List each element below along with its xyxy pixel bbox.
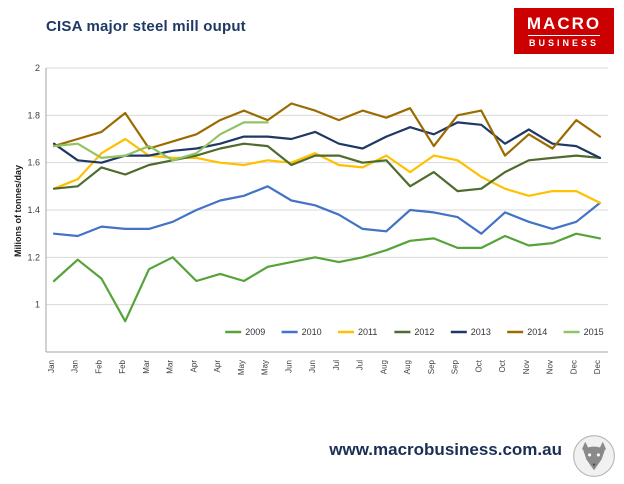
legend-label: 2013 bbox=[471, 327, 491, 337]
x-tick-label: Sep bbox=[451, 359, 460, 374]
legend-label: 2012 bbox=[414, 327, 434, 337]
logo-divider bbox=[528, 34, 600, 36]
y-tick-label: 1.6 bbox=[27, 158, 40, 168]
y-tick-label: 1.8 bbox=[27, 110, 40, 120]
x-tick-label: Aug bbox=[403, 360, 412, 374]
series-2013 bbox=[52, 121, 602, 164]
x-tick-label: Jan bbox=[71, 360, 80, 373]
x-tick-label: Dec bbox=[593, 360, 602, 374]
logo-line1: MACRO bbox=[526, 13, 602, 33]
series-2011 bbox=[52, 137, 602, 204]
x-tick-label: Apr bbox=[189, 360, 198, 373]
x-tick-label: Jul bbox=[356, 360, 365, 370]
x-tick-label: Dec bbox=[569, 360, 578, 374]
x-tick-label: Jun bbox=[308, 360, 317, 373]
x-tick-label: Mar bbox=[166, 360, 175, 374]
chart-area: Milions of tonnes/day 1 1.2 1.4 1.6 1.8 2 Jan J… bbox=[0, 56, 624, 402]
y-tick-label: 2 bbox=[35, 63, 40, 73]
chart-svg: 1 1.2 1.4 1.6 1.8 2 Jan Jan Feb Feb Mar Mar Apr Apr Ma… bbox=[27, 63, 608, 375]
legend-label: 2010 bbox=[302, 327, 322, 337]
y-tick-label: 1.2 bbox=[27, 252, 40, 262]
series-2009 bbox=[52, 232, 602, 323]
footer: www.macrobusiness.com.au bbox=[0, 410, 624, 484]
x-tick-label: Jul bbox=[332, 360, 341, 370]
chart-title: CISA major steel mill ouput bbox=[46, 18, 246, 35]
site-url-link[interactable]: www.macrobusiness.com.au bbox=[329, 440, 562, 459]
header: CISA major steel mill ouput MACRO BUSINE… bbox=[0, 0, 624, 58]
x-tick-label: Aug bbox=[379, 360, 388, 374]
x-tick-label: May bbox=[237, 360, 246, 375]
x-tick-label: May bbox=[261, 360, 270, 375]
x-tick-label: Jan bbox=[47, 360, 56, 373]
series-2012 bbox=[52, 142, 602, 193]
series-2014 bbox=[52, 102, 602, 157]
logo-line2: BUSINESS bbox=[528, 37, 599, 48]
legend-label: 2011 bbox=[358, 327, 377, 337]
x-tick-label: Nov bbox=[546, 360, 555, 374]
x-tick-label: Apr bbox=[213, 360, 222, 373]
x-tick-label: Oct bbox=[474, 359, 483, 372]
legend-label: 2009 bbox=[245, 327, 265, 337]
y-tick-label: 1 bbox=[35, 300, 40, 310]
x-tick-label: Sep bbox=[427, 359, 436, 374]
x-tick-label: Mar bbox=[142, 360, 151, 374]
x-tick-label: Oct bbox=[498, 359, 507, 372]
legend-label: 2014 bbox=[527, 327, 547, 337]
x-tick-label: Nov bbox=[522, 360, 531, 374]
x-tick-label: Feb bbox=[118, 359, 127, 373]
y-tick-label: 1.4 bbox=[27, 205, 40, 215]
x-tick-label: Jun bbox=[284, 360, 293, 373]
x-tick-label: Feb bbox=[95, 359, 104, 373]
legend-label: 2015 bbox=[584, 327, 604, 337]
wolf-logo-icon bbox=[573, 435, 615, 477]
series-2010 bbox=[52, 185, 602, 238]
y-axis-title: Milions of tonnes/day bbox=[13, 165, 23, 258]
series-2015 bbox=[52, 121, 269, 162]
macrobusiness-logo: MACRO BUSINESS bbox=[514, 8, 614, 54]
